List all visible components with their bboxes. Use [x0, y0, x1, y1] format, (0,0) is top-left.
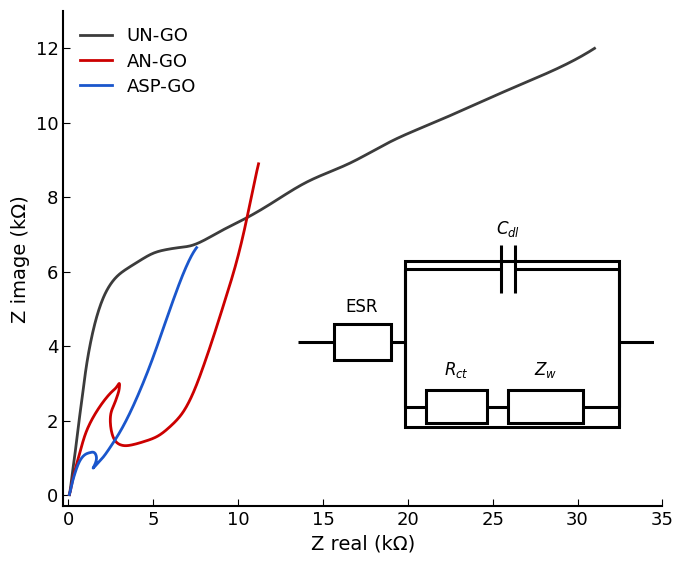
Bar — [334, 324, 390, 360]
AN-GO — [155, 432, 163, 439]
UN-GO — [281, 191, 289, 198]
AN-GO — [188, 393, 196, 400]
Line: UN-GO: UN-GO — [69, 49, 595, 494]
ASP-GO — [128, 405, 136, 412]
Text: $Z_w$: $Z_w$ — [534, 360, 557, 380]
Y-axis label: Z image (kΩ): Z image (kΩ) — [11, 195, 30, 323]
ASP-GO — [127, 407, 135, 414]
ASP-GO — [142, 371, 151, 377]
AN-GO — [254, 160, 262, 167]
UN-GO — [484, 95, 493, 102]
UN-GO — [576, 53, 584, 60]
UN-GO — [65, 491, 73, 498]
Text: $R_{ct}$: $R_{ct}$ — [444, 360, 469, 380]
ASP-GO — [189, 250, 197, 257]
Line: AN-GO: AN-GO — [69, 164, 258, 494]
AN-GO — [65, 491, 73, 498]
UN-GO — [320, 171, 328, 177]
AN-GO — [156, 431, 164, 438]
Line: ASP-GO: ASP-GO — [69, 247, 197, 494]
AN-GO — [174, 415, 182, 422]
UN-GO — [284, 189, 292, 196]
Bar — [405, 261, 619, 427]
Bar — [426, 390, 487, 423]
UN-GO — [352, 157, 360, 163]
Bar — [508, 390, 583, 423]
Text: ESR: ESR — [346, 298, 378, 315]
AN-GO — [229, 270, 237, 277]
ASP-GO — [136, 388, 144, 394]
ASP-GO — [65, 491, 73, 498]
AN-GO — [251, 175, 260, 182]
UN-GO — [590, 45, 599, 52]
ASP-GO — [169, 298, 177, 305]
ASP-GO — [192, 244, 201, 251]
Text: $C_{dl}$: $C_{dl}$ — [496, 219, 520, 238]
Text: $\mathbf{W}$: $\mathbf{W}$ — [534, 397, 557, 416]
X-axis label: Z real (kΩ): Z real (kΩ) — [311, 535, 415, 554]
Legend: UN-GO, AN-GO, ASP-GO: UN-GO, AN-GO, ASP-GO — [73, 20, 203, 103]
